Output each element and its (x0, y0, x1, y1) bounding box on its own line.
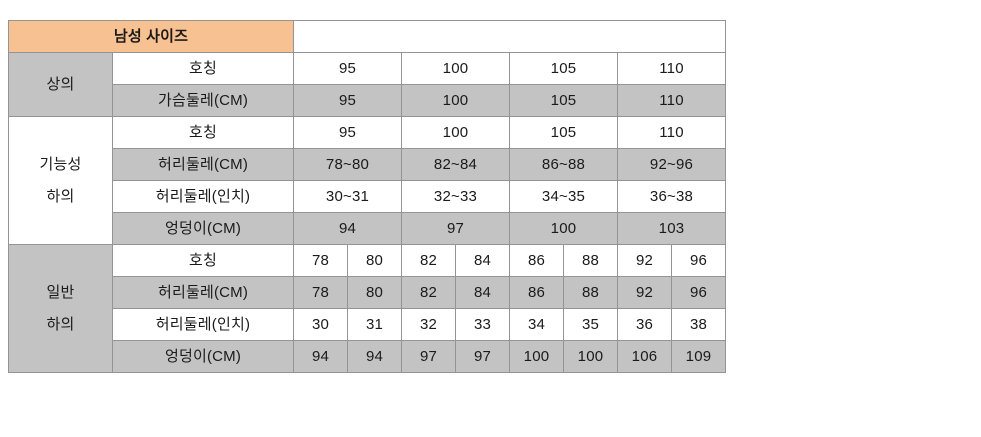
cell-value: 82 (401, 276, 456, 309)
cell-value: 92 (617, 276, 672, 309)
cell-value: 32 (401, 308, 456, 341)
cell-value: 110 (617, 116, 726, 149)
cell-value: 88 (563, 276, 618, 309)
cell-value: 34~35 (509, 180, 618, 213)
cell-value: 110 (617, 52, 726, 85)
measure-label-chest-cm: 가슴둘레(CM) (112, 84, 294, 117)
table-row: 기능성 하의 호칭 95 100 105 110 (8, 116, 726, 245)
table-row: 가슴둘레(CM) 95 100 105 110 (9, 84, 726, 117)
cell-value: 94 (293, 340, 348, 373)
cell-value: 36~38 (617, 180, 726, 213)
group-label-top: 상의 (8, 52, 113, 117)
cell-value: 30~31 (293, 180, 402, 213)
page-title: 남성 사이즈 (8, 20, 294, 53)
measure-label-hochting: 호칭 (112, 244, 294, 277)
cell-value: 35 (563, 308, 618, 341)
group-label-functional-line2: 하의 (46, 187, 75, 205)
cell-value: 38 (671, 308, 726, 341)
cell-value: 96 (671, 276, 726, 309)
cell-value: 100 (509, 212, 618, 245)
cell-value: 78 (293, 276, 348, 309)
table-row: 허리둘레(인치) 30 31 32 33 34 35 36 38 (9, 308, 726, 341)
cell-value: 92~96 (617, 148, 726, 181)
table-row: 일반 하의 호칭 78 80 82 84 86 88 92 96 (8, 244, 726, 373)
table-row: 허리둘레(CM) 78~80 82~84 86~88 92~96 (9, 148, 726, 181)
cell-value: 95 (293, 116, 402, 149)
cell-value: 100 (401, 84, 510, 117)
cell-value: 78~80 (293, 148, 402, 181)
cell-value: 36 (617, 308, 672, 341)
cell-value: 92 (617, 244, 672, 277)
cell-value: 97 (401, 212, 510, 245)
cell-value: 100 (401, 116, 510, 149)
cell-value: 84 (455, 244, 510, 277)
group-label-regular-line2: 하의 (46, 315, 75, 333)
cell-value: 86 (509, 244, 564, 277)
cell-value: 31 (347, 308, 402, 341)
cell-value: 105 (509, 84, 618, 117)
cell-value: 100 (563, 340, 618, 373)
cell-value: 84 (455, 276, 510, 309)
cell-value: 94 (347, 340, 402, 373)
cell-value: 88 (563, 244, 618, 277)
group-label-functional-line1: 기능성 (39, 156, 82, 174)
cell-value: 80 (347, 276, 402, 309)
table-row: 허리둘레(인치) 30~31 32~33 34~35 36~38 (9, 180, 726, 213)
group-label-functional: 기능성 하의 (8, 116, 113, 245)
cell-value: 94 (293, 212, 402, 245)
table-row: 허리둘레(CM) 78 80 82 84 86 88 92 96 (9, 276, 726, 309)
title-row-empty (293, 20, 726, 53)
cell-value: 82~84 (401, 148, 510, 181)
cell-value: 97 (401, 340, 456, 373)
measure-label-hochting: 호칭 (112, 52, 294, 85)
mens-size-table: 남성 사이즈 상의 호칭 95 100 105 110 가슴둘레(CM) 95 … (8, 20, 726, 373)
cell-value: 78 (293, 244, 348, 277)
measure-label-hochting: 호칭 (112, 116, 294, 149)
measure-label-hip-cm: 엉덩이(CM) (112, 340, 294, 373)
cell-value: 103 (617, 212, 726, 245)
cell-value: 80 (347, 244, 402, 277)
cell-value: 100 (401, 52, 510, 85)
cell-value: 100 (509, 340, 564, 373)
table-row: 엉덩이(CM) 94 97 100 103 (9, 212, 726, 245)
cell-value: 105 (509, 52, 618, 85)
table-row: 엉덩이(CM) 94 94 97 97 100 100 106 109 (9, 340, 726, 373)
cell-value: 95 (293, 52, 402, 85)
cell-value: 110 (617, 84, 726, 117)
cell-value: 30 (293, 308, 348, 341)
group-label-regular-line1: 일반 (46, 284, 75, 302)
cell-value: 86 (509, 276, 564, 309)
table-row: 상의 호칭 95 100 105 110 (8, 52, 726, 117)
cell-value: 32~33 (401, 180, 510, 213)
measure-label-waist-cm: 허리둘레(CM) (112, 276, 294, 309)
measure-label-hip-cm: 엉덩이(CM) (112, 212, 294, 245)
cell-value: 33 (455, 308, 510, 341)
group-label-regular: 일반 하의 (8, 244, 113, 373)
cell-value: 109 (671, 340, 726, 373)
cell-value: 95 (293, 84, 402, 117)
cell-value: 96 (671, 244, 726, 277)
cell-value: 106 (617, 340, 672, 373)
cell-value: 86~88 (509, 148, 618, 181)
measure-label-waist-cm: 허리둘레(CM) (112, 148, 294, 181)
cell-value: 97 (455, 340, 510, 373)
cell-value: 82 (401, 244, 456, 277)
table-title-row: 남성 사이즈 (8, 20, 726, 53)
cell-value: 34 (509, 308, 564, 341)
measure-label-waist-inch: 허리둘레(인치) (112, 308, 294, 341)
size-chart-container: 남성 사이즈 상의 호칭 95 100 105 110 가슴둘레(CM) 95 … (8, 20, 726, 373)
cell-value: 105 (509, 116, 618, 149)
measure-label-waist-inch: 허리둘레(인치) (112, 180, 294, 213)
